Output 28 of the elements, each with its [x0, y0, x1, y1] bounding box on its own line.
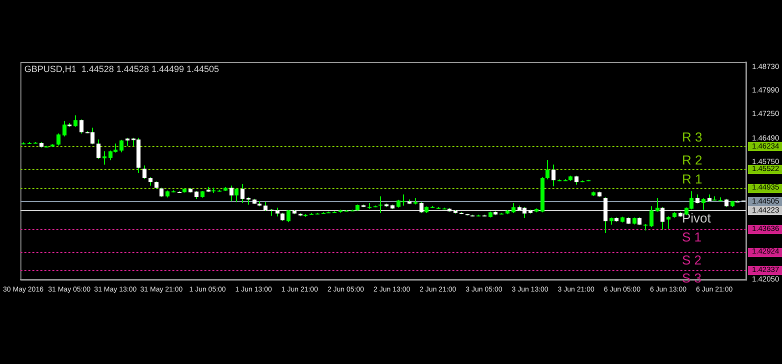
candlestick — [702, 198, 706, 210]
candlestick — [650, 206, 654, 228]
candlestick — [120, 139, 124, 153]
candlestick — [546, 160, 550, 180]
candlestick — [286, 210, 290, 223]
candlestick — [240, 183, 244, 204]
candlestick — [56, 132, 60, 146]
candlestick — [80, 118, 84, 134]
candlestick — [74, 114, 78, 128]
candlestick — [604, 196, 608, 234]
chart-title: GBPUSD,H1 1.44528 1.44528 1.44499 1.44505 — [24, 64, 220, 74]
candlestick — [102, 150, 106, 166]
candlestick — [378, 196, 382, 214]
candlestick — [62, 120, 66, 137]
ref-line-label: S 2 — [682, 252, 702, 268]
ref-line-label: Pivot — [682, 210, 712, 226]
candlestick — [160, 187, 164, 198]
candlestick — [142, 165, 146, 180]
candlestick — [552, 164, 556, 187]
ref-line-label: R 2 — [682, 152, 702, 168]
candlestick — [512, 202, 516, 214]
candlestick — [234, 188, 238, 203]
candlestick — [96, 139, 100, 160]
ref-line-label: R 1 — [682, 172, 702, 187]
candlestick — [666, 216, 670, 230]
ref-line-label: R 3 — [682, 130, 702, 145]
ref-line-label: S 1 — [682, 230, 702, 245]
candlestick — [656, 197, 660, 212]
